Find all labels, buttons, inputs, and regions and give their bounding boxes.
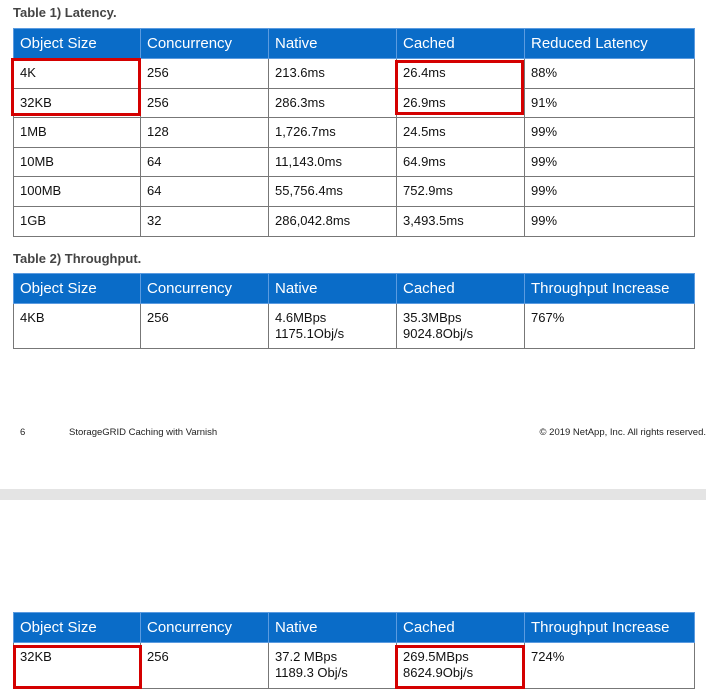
table-cell: 88%: [524, 58, 695, 89]
table-row: 4K 256 213.6ms 26.4ms 88%: [13, 58, 695, 89]
table-cell: 24.5ms: [396, 117, 525, 148]
cell-line: 8624.9Obj/s: [403, 665, 474, 680]
table-cell: 32: [140, 205, 269, 237]
header-cell: Concurrency: [140, 28, 269, 59]
table-cell: 213.6ms: [268, 58, 397, 89]
cell-line: 1175.1Obj/s: [275, 326, 345, 341]
page-separator: [0, 489, 706, 500]
table-cell: 128: [140, 117, 269, 148]
table-cell: 1GB: [13, 205, 141, 237]
table-title: Table 2) Throughput.: [13, 251, 142, 266]
header-cell: Object Size: [13, 612, 141, 643]
header-cell: Native: [268, 273, 397, 304]
table-cell: 724%: [524, 642, 695, 689]
cell-line: 9024.8Obj/s: [403, 326, 474, 341]
table-cell: 256: [140, 58, 269, 89]
table-row: 10MB 64 11,143.0ms 64.9ms 99%: [13, 146, 695, 178]
page-number: 6: [20, 427, 26, 438]
table-cell: 4.6MBps 1175.1Obj/s: [268, 303, 397, 349]
table-cell: 64.9ms: [396, 146, 525, 178]
highlight-box: [395, 645, 525, 689]
table-cell: 99%: [524, 117, 695, 148]
table-cell: 752.9ms: [396, 176, 525, 207]
header-row: Object Size Concurrency Native Cached Reduce…: [13, 28, 695, 59]
header-cell: Native: [268, 28, 397, 59]
table-cell: 1,726.7ms: [268, 117, 397, 148]
header-cell: Object Size: [13, 28, 141, 59]
table-cell: 11,143.0ms: [268, 146, 397, 178]
table-title: Table 1) Latency.: [13, 5, 117, 20]
table: Object Size Concurrency Native Cached Throug…: [13, 273, 695, 349]
table-cell: 3,493.5ms: [396, 205, 525, 237]
header-row: Object Size Concurrency Native Cached Throug…: [13, 273, 695, 304]
header-cell: Concurrency: [140, 273, 269, 304]
table-cell: 91%: [524, 87, 695, 119]
header-cell: Throughput Increase: [524, 273, 695, 304]
cell-line: 37.2 MBps: [275, 649, 338, 664]
table-cell: 286,042.8ms: [268, 205, 397, 237]
highlight-box: [11, 58, 141, 116]
table-cell: 10MB: [13, 146, 141, 178]
header-cell: Cached: [396, 28, 525, 59]
table-row: 100MB 64 55,756.4ms 752.9ms 99%: [13, 176, 695, 207]
header-cell: Concurrency: [140, 612, 269, 643]
table-row: 32KB 256 37.2 MBps 1189.3 Obj/s 269.5MBps 862…: [13, 642, 695, 689]
table-cell: 37.2 MBps 1189.3 Obj/s: [268, 642, 397, 689]
header-row: Object Size Concurrency Native Cached Throug…: [13, 612, 695, 643]
table-row: 1GB 32 286,042.8ms 3,493.5ms 99%: [13, 205, 695, 237]
header-cell: Native: [268, 612, 397, 643]
table-cell: 286.3ms: [268, 87, 397, 119]
doc-title: StorageGRID Caching with Varnish: [69, 427, 218, 438]
cell-line: 4.6MBps: [275, 310, 327, 325]
table-cell: 1MB: [13, 117, 141, 148]
cell-line: 1189.3 Obj/s: [275, 665, 348, 680]
table-row: 32KB 256 286.3ms 26.9ms 91%: [13, 87, 695, 119]
table-cell: 4KB: [13, 303, 141, 349]
table-cell: 100MB: [13, 176, 141, 207]
table-cell: 256: [140, 87, 269, 119]
table-row: 1MB 128 1,726.7ms 24.5ms 99%: [13, 117, 695, 148]
table-cell: 269.5MBps 8624.9Obj/s: [396, 642, 525, 689]
table-cell: 26.4ms: [396, 58, 525, 89]
header-cell: Throughput Increase: [524, 612, 695, 643]
table: Object Size Concurrency Native Cached Throug…: [13, 612, 695, 689]
table-cell: 32KB: [13, 642, 141, 689]
highlight-box: [395, 60, 524, 115]
header-cell: Reduced Latency: [524, 28, 695, 59]
table-cell: 64: [140, 146, 269, 178]
header-cell: Cached: [396, 612, 525, 643]
table-row: 4KB 256 4.6MBps 1175.1Obj/s 35.3MBps 9024.8Ob…: [13, 303, 695, 349]
table: Object Size Concurrency Native Cached Reduce…: [13, 28, 695, 237]
highlight-box: [13, 645, 142, 689]
table-cell: 64: [140, 176, 269, 207]
table-cell: 99%: [524, 176, 695, 207]
table-cell: 767%: [524, 303, 695, 349]
cell-line: 35.3MBps: [403, 310, 462, 325]
table-cell: 99%: [524, 146, 695, 178]
header-cell: Object Size: [13, 273, 141, 304]
table-cell: 99%: [524, 205, 695, 237]
header-cell: Cached: [396, 273, 525, 304]
table-cell: 35.3MBps 9024.8Obj/s: [396, 303, 525, 349]
cell-line: 269.5MBps: [403, 649, 469, 664]
table-cell: 256: [140, 642, 269, 689]
copyright: © 2019 NetApp, Inc. All rights reserved.: [539, 427, 706, 438]
table-cell: 256: [140, 303, 269, 349]
table-cell: 55,756.4ms: [268, 176, 397, 207]
